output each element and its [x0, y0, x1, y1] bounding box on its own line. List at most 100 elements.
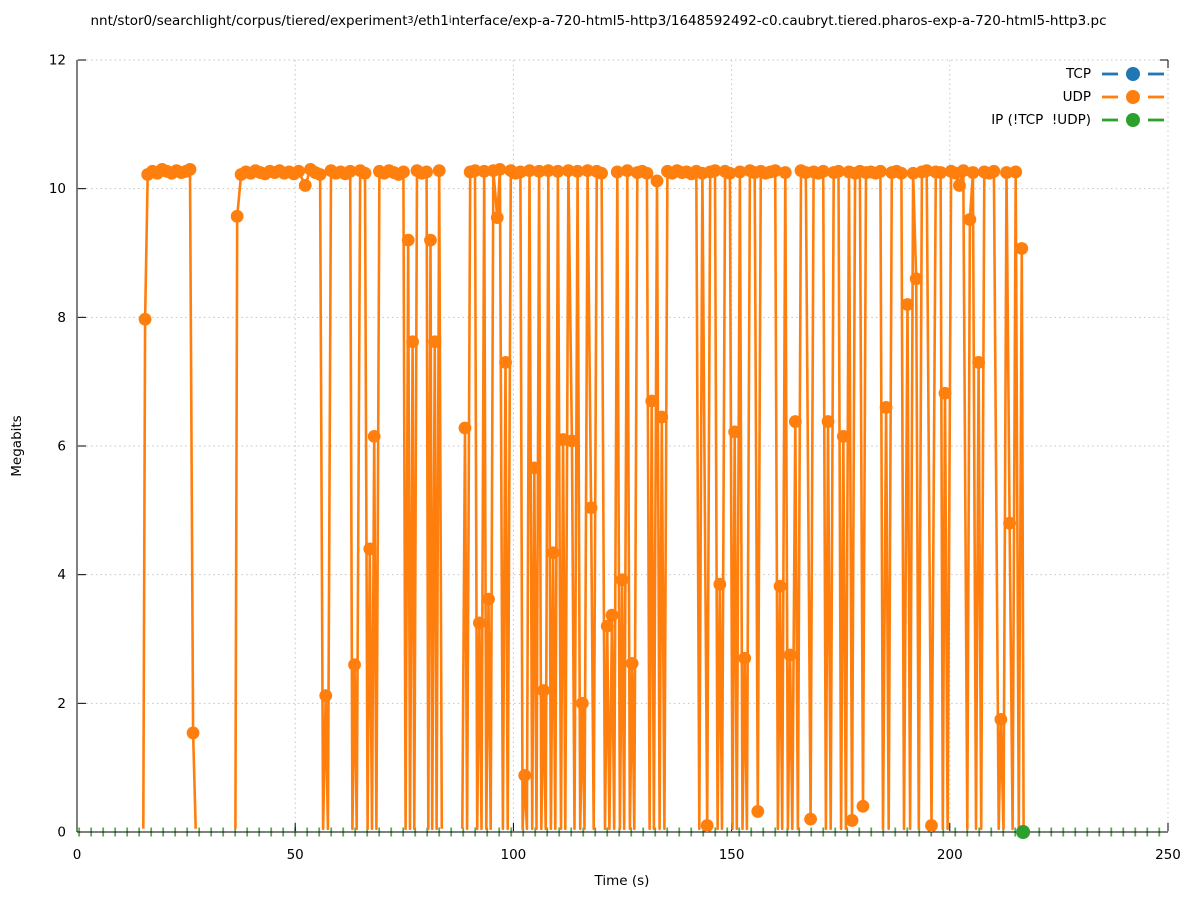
udp-data-point	[934, 166, 948, 179]
udp-data-point	[571, 164, 584, 178]
title-text: /eth1	[413, 13, 449, 29]
udp-data-point	[708, 164, 722, 178]
udp-data-point	[925, 819, 938, 832]
tcp-line-dot-swatch	[1102, 67, 1164, 81]
udp-data-point	[458, 421, 472, 435]
udp-data-point	[565, 434, 579, 448]
udp-data-point	[845, 814, 859, 827]
udp-data-point	[994, 713, 1008, 726]
udp-data-point	[966, 166, 980, 179]
udp-data-point	[499, 355, 512, 369]
udp-data-point	[527, 461, 541, 475]
x-tick-label: 0	[73, 847, 82, 863]
legend-label-udp: UDP	[1062, 89, 1091, 105]
udp-data-point	[546, 546, 560, 560]
udp-data-point	[292, 164, 306, 178]
udp-data-point	[482, 592, 495, 606]
udp-data-point	[640, 166, 654, 180]
udp-data-point	[420, 165, 433, 179]
udp-line-dot-swatch	[1102, 90, 1164, 104]
udp-data-point	[183, 162, 197, 176]
udp-data-point	[963, 213, 977, 226]
udp-data-point	[401, 233, 415, 247]
udp-data-point	[397, 165, 410, 179]
y-tick-label: 4	[57, 567, 66, 583]
udp-data-point	[768, 164, 782, 178]
udp-data-point	[138, 312, 152, 326]
x-tick-label: 250	[1155, 847, 1181, 863]
udp-data-point	[836, 429, 850, 443]
udp-data-point	[472, 616, 486, 630]
ip-line-dot-swatch	[1102, 113, 1164, 127]
udp-data-point	[733, 165, 747, 179]
udp-data-point	[343, 164, 357, 178]
udp-data-point	[938, 386, 952, 400]
udp-data-point	[700, 819, 714, 832]
udp-data-point	[738, 651, 752, 665]
title-subscript: i	[448, 15, 452, 26]
udp-data-point	[561, 164, 575, 178]
udp-data-point	[783, 648, 797, 662]
udp-data-point	[313, 168, 327, 181]
udp-data-point	[804, 812, 817, 826]
udp-data-point	[953, 179, 966, 192]
title-text: nterface/exp-a-720-html5-http3/164859249…	[451, 13, 1107, 29]
udp-data-point	[363, 542, 377, 556]
y-axis-label: Megabits	[9, 415, 25, 477]
legend-row-tcp: TCP	[991, 63, 1165, 85]
y-tick-label: 0	[57, 825, 66, 841]
udp-data-point	[537, 684, 550, 697]
y-tick-label: 2	[57, 696, 66, 712]
udp-data-point	[230, 209, 244, 223]
udp-data-point	[751, 805, 765, 818]
udp-data-point	[1015, 242, 1029, 255]
udp-data-point	[788, 415, 802, 428]
udp-data-point	[493, 162, 507, 176]
udp-data-point	[298, 179, 312, 192]
udp-data-point	[610, 165, 624, 179]
udp-data-point	[490, 211, 504, 225]
legend: TCP UDP IP (!TCP !UDP)	[991, 63, 1165, 131]
udp-data-point	[367, 429, 381, 443]
udp-data-point	[645, 394, 659, 408]
udp-data-point	[773, 579, 787, 593]
udp-data-point	[874, 164, 887, 178]
udp-data-point	[832, 164, 845, 178]
udp-data-point	[319, 689, 333, 703]
plot-title: nnt/stor0/searchlight/corpus/tiered/expe…	[0, 12, 1197, 30]
udp-data-point	[406, 335, 419, 349]
x-tick-label: 150	[719, 847, 745, 863]
udp-data-point	[523, 164, 536, 178]
ip-data-point	[1016, 825, 1031, 839]
udp-data-point	[477, 164, 491, 178]
udp-series-line	[461, 168, 1025, 831]
udp-data-point	[1000, 166, 1013, 179]
udp-data-point	[358, 166, 372, 180]
udp-data-point	[600, 619, 614, 633]
x-tick-label: 100	[501, 847, 527, 863]
udp-data-point	[650, 174, 664, 188]
udp-data-point	[972, 355, 986, 369]
y-tick-label: 8	[57, 310, 66, 326]
legend-row-ip: IP (!TCP !UDP)	[991, 109, 1165, 131]
x-axis-label: Time (s)	[594, 873, 650, 889]
udp-data-point	[879, 401, 893, 414]
udp-data-point	[620, 164, 634, 178]
legend-label-tcp: TCP	[1065, 66, 1091, 82]
udp-data-point	[584, 501, 598, 515]
udp-data-point	[713, 577, 727, 591]
udp-data-point	[532, 164, 546, 178]
udp-data-point	[987, 164, 1001, 178]
title-text: nnt/stor0/searchlight/corpus/tiered/expe…	[90, 13, 408, 29]
y-tick-label: 6	[57, 439, 66, 455]
udp-data-point	[816, 164, 830, 178]
udp-data-point	[605, 608, 619, 622]
legend-row-udp: UDP	[991, 86, 1165, 108]
y-tick-label: 12	[49, 53, 66, 69]
y-tick-label: 10	[49, 181, 66, 197]
udp-series-line	[234, 168, 444, 831]
udp-data-point	[778, 166, 792, 179]
udp-data-point	[518, 768, 532, 782]
